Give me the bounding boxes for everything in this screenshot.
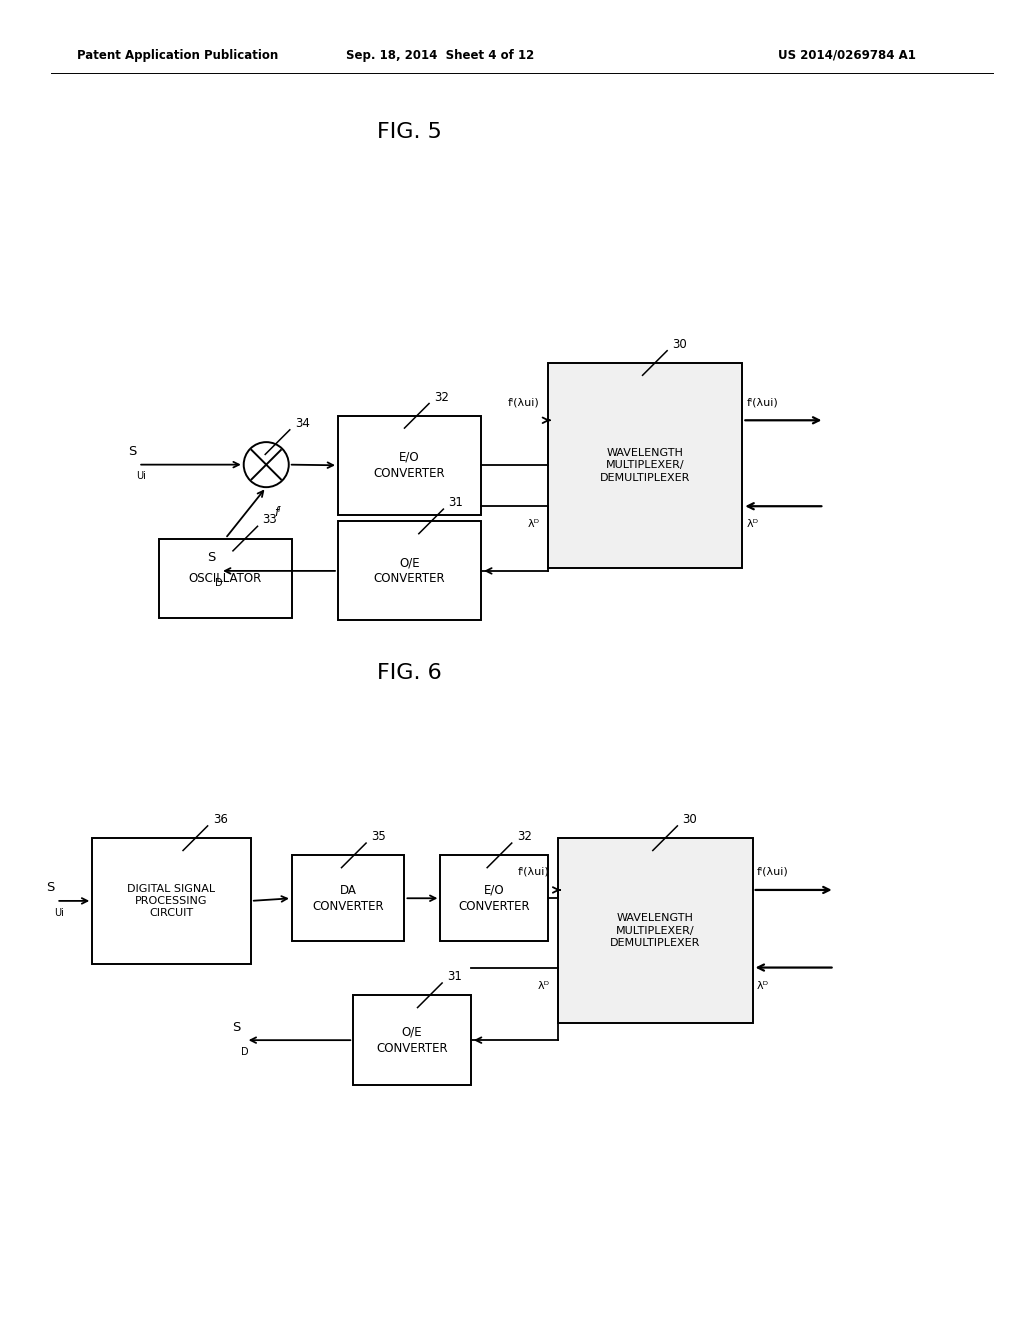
Text: S: S	[207, 552, 215, 565]
Text: DA
CONVERTER: DA CONVERTER	[312, 884, 384, 912]
Text: 31: 31	[449, 496, 464, 510]
Text: fᴵ(λui): fᴵ(λui)	[746, 397, 778, 407]
Text: S: S	[46, 882, 54, 895]
Text: DIGITAL SIGNAL
PROCESSING
CIRCUIT: DIGITAL SIGNAL PROCESSING CIRCUIT	[127, 883, 216, 919]
Text: 31: 31	[447, 970, 462, 983]
Text: Patent Application Publication: Patent Application Publication	[77, 49, 279, 62]
Text: Ui: Ui	[136, 471, 146, 482]
Text: D: D	[215, 578, 222, 587]
Text: FIG. 5: FIG. 5	[377, 121, 442, 143]
Text: FIG. 6: FIG. 6	[377, 663, 442, 684]
Text: O/E
CONVERTER: O/E CONVERTER	[377, 1026, 447, 1055]
Text: λᴰ: λᴰ	[746, 520, 759, 529]
Bar	[353, 995, 471, 1085]
Bar	[440, 855, 548, 941]
Text: E/O
CONVERTER: E/O CONVERTER	[459, 884, 529, 912]
Text: S: S	[128, 445, 136, 458]
Text: 30: 30	[673, 338, 687, 351]
Ellipse shape	[244, 442, 289, 487]
Text: WAVELENGTH
MULTIPLEXER/
DEMULTIPLEXER: WAVELENGTH MULTIPLEXER/ DEMULTIPLEXER	[610, 913, 700, 948]
Text: λᴰ: λᴰ	[527, 520, 540, 529]
Text: 36: 36	[213, 813, 227, 826]
Text: 33: 33	[262, 513, 278, 527]
Text: WAVELENGTH
MULTIPLEXER/
DEMULTIPLEXER: WAVELENGTH MULTIPLEXER/ DEMULTIPLEXER	[600, 447, 690, 483]
Bar	[92, 838, 251, 964]
Text: λᴰ: λᴰ	[538, 981, 550, 991]
Text: D: D	[241, 1047, 248, 1057]
Text: 32: 32	[517, 830, 531, 843]
Text: E/O
CONVERTER: E/O CONVERTER	[374, 451, 445, 479]
Text: fᴵ: fᴵ	[274, 507, 281, 519]
Text: US 2014/0269784 A1: US 2014/0269784 A1	[778, 49, 916, 62]
Text: fᴵ(λui): fᴵ(λui)	[757, 867, 788, 876]
Bar	[548, 363, 742, 568]
Text: 35: 35	[371, 830, 386, 843]
Text: S: S	[232, 1020, 241, 1034]
Bar	[292, 855, 404, 941]
Bar	[558, 838, 753, 1023]
Text: O/E
CONVERTER: O/E CONVERTER	[374, 557, 445, 585]
Text: Ui: Ui	[54, 908, 65, 917]
Bar	[159, 539, 292, 618]
Text: OSCILLATOR: OSCILLATOR	[188, 572, 262, 585]
Text: 34: 34	[295, 417, 310, 430]
Bar	[338, 521, 481, 620]
Text: fᴵ(λui): fᴵ(λui)	[508, 397, 540, 407]
Text: 30: 30	[683, 813, 697, 826]
Text: fᴵ(λui): fᴵ(λui)	[518, 867, 550, 876]
Text: Sep. 18, 2014  Sheet 4 of 12: Sep. 18, 2014 Sheet 4 of 12	[346, 49, 535, 62]
Bar	[338, 416, 481, 515]
Text: λᴰ: λᴰ	[757, 981, 769, 991]
Text: 32: 32	[434, 391, 450, 404]
